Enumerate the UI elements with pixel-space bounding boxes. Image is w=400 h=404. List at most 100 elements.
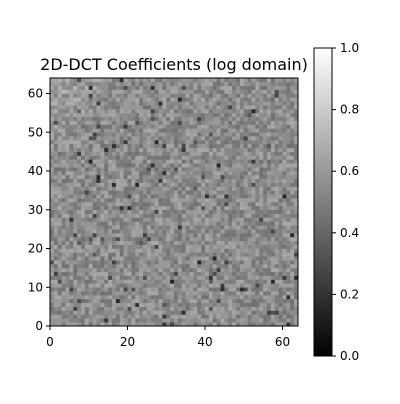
heatmap-cell	[243, 171, 248, 176]
heatmap-cell	[201, 155, 206, 160]
heatmap-cell	[170, 244, 175, 249]
heatmap-cell	[236, 295, 241, 300]
heatmap-cell	[81, 198, 86, 203]
heatmap-cell	[53, 101, 59, 106]
heatmap-cell	[247, 260, 252, 265]
heatmap-cell	[53, 194, 59, 199]
heatmap-cell	[290, 78, 295, 83]
heatmap-cell	[127, 97, 132, 102]
heatmap-cell	[139, 240, 144, 245]
heatmap-cell	[84, 151, 90, 156]
heatmap-cell	[108, 116, 113, 121]
heatmap-cell	[205, 81, 210, 87]
heatmap-cell	[259, 151, 264, 156]
heatmap-cell	[282, 310, 287, 315]
heatmap-cell	[270, 217, 276, 222]
heatmap-cell	[123, 248, 128, 253]
heatmap-cell	[146, 283, 152, 288]
heatmap-cell	[216, 143, 221, 149]
heatmap-cell	[189, 182, 194, 187]
heatmap-cell	[181, 318, 186, 323]
heatmap-cell	[243, 322, 248, 327]
heatmap-cell	[278, 240, 283, 245]
heatmap-cell	[73, 178, 78, 183]
heatmap-cell	[131, 229, 136, 234]
heatmap-cell	[131, 159, 136, 164]
heatmap-cell	[61, 101, 66, 106]
heatmap-cell	[270, 306, 276, 311]
heatmap-cell	[81, 256, 86, 261]
heatmap-cell	[108, 178, 113, 183]
heatmap-cell	[205, 236, 210, 242]
heatmap-cell	[158, 109, 163, 114]
heatmap-cell	[100, 248, 105, 253]
heatmap-cell	[154, 283, 159, 288]
heatmap-cell	[77, 225, 82, 230]
heatmap-cell	[228, 260, 233, 265]
heatmap-cell	[170, 171, 175, 176]
heatmap-cell	[197, 190, 202, 195]
heatmap-cell	[270, 97, 276, 102]
heatmap-cell	[236, 198, 241, 203]
heatmap-cell	[193, 302, 198, 307]
heatmap-cell	[251, 240, 256, 245]
heatmap-cell	[278, 163, 283, 168]
heatmap-cell	[108, 81, 113, 87]
heatmap-cell	[185, 136, 190, 141]
heatmap-cell	[193, 225, 198, 230]
heatmap-cell	[232, 143, 237, 149]
heatmap-cell	[278, 120, 283, 125]
heatmap-cell	[150, 271, 155, 276]
heatmap-cell	[205, 279, 210, 284]
heatmap-cell	[166, 267, 171, 273]
heatmap-cell	[88, 260, 93, 265]
heatmap-cell	[96, 182, 101, 187]
heatmap-cell	[236, 260, 241, 265]
heatmap-cell	[139, 298, 144, 304]
heatmap-cell	[251, 225, 256, 230]
heatmap-cell	[158, 291, 163, 296]
heatmap-cell	[150, 244, 155, 249]
heatmap-cell	[100, 264, 105, 269]
heatmap-cell	[135, 147, 140, 152]
heatmap-cell	[53, 202, 59, 207]
heatmap-cell	[88, 275, 93, 280]
heatmap-cell	[77, 314, 82, 319]
heatmap-cell	[88, 105, 93, 110]
heatmap-cell	[119, 217, 124, 222]
heatmap-cell	[57, 267, 62, 273]
heatmap-cell	[96, 112, 101, 118]
heatmap-cell	[255, 112, 260, 118]
heatmap-cell	[251, 143, 256, 149]
heatmap-cell	[247, 291, 252, 296]
heatmap-cell	[205, 202, 210, 207]
heatmap-cell	[135, 275, 140, 280]
heatmap-cell	[150, 132, 155, 137]
heatmap-cell	[216, 97, 221, 102]
heatmap-cell	[236, 182, 241, 187]
heatmap-cell	[162, 178, 167, 183]
heatmap-cell	[65, 217, 70, 222]
heatmap-cell	[88, 143, 93, 149]
heatmap-cell	[255, 93, 260, 98]
heatmap-cell	[267, 287, 272, 292]
heatmap-cell	[158, 318, 163, 323]
heatmap-cell	[84, 190, 90, 195]
heatmap-cell	[177, 213, 183, 218]
heatmap-cell	[154, 213, 159, 218]
heatmap-cell	[263, 101, 268, 106]
heatmap-cell	[189, 279, 194, 284]
heatmap-cell	[290, 143, 295, 149]
heatmap-cell	[216, 140, 221, 145]
heatmap-cell	[162, 78, 167, 83]
heatmap-cell	[166, 260, 171, 265]
heatmap-cell	[158, 283, 163, 288]
heatmap-cell	[205, 298, 210, 304]
heatmap-cell	[112, 310, 117, 315]
heatmap-cell	[267, 291, 272, 296]
heatmap-cell	[193, 178, 198, 183]
heatmap-cell	[154, 291, 159, 296]
heatmap-cell	[205, 171, 210, 176]
heatmap-cell	[236, 271, 241, 276]
heatmap-cell	[294, 182, 299, 187]
